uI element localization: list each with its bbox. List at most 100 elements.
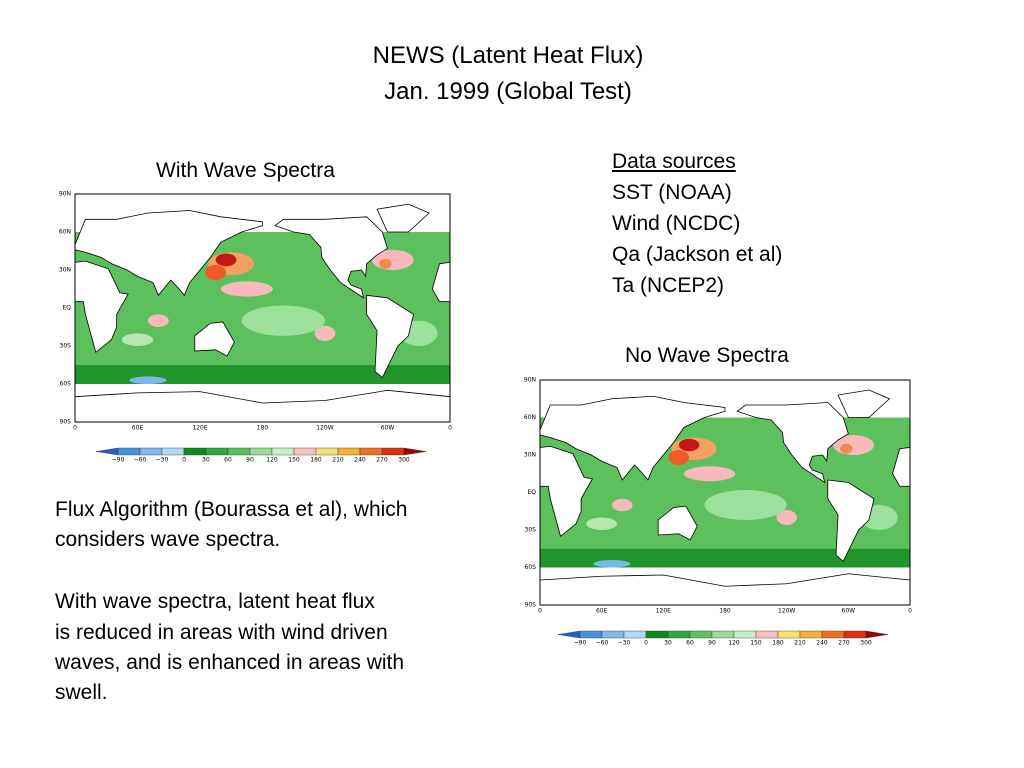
colorbar-label: −60 [596, 640, 609, 647]
flux-patch [586, 517, 618, 530]
flux-patch [147, 314, 169, 327]
colorbar-segment [117, 447, 141, 456]
landmass [194, 321, 235, 357]
colorbar-segment [579, 630, 603, 639]
colorbar-segment [623, 630, 647, 639]
description-line: considers wave spectra. [55, 528, 281, 551]
lon-label: 60W [842, 608, 856, 615]
flux-patch [129, 376, 167, 385]
colorbar-label: 240 [816, 640, 828, 647]
lat-label: 30N [524, 452, 536, 459]
landmass [837, 389, 891, 418]
colorbar-segment [843, 630, 867, 639]
colorbar-segment [139, 447, 163, 456]
colorbar-label: 270 [376, 457, 388, 464]
colorbar-segment [865, 630, 889, 639]
colorbar-label: 120 [266, 457, 278, 464]
colorbar-label: 0 [644, 640, 648, 647]
colorbar-segment [821, 630, 845, 639]
colorbar-segment [205, 447, 229, 456]
description-line: waves, and is enhanced in areas with [55, 651, 405, 674]
source-item: Qa (Jackson et al) [612, 243, 783, 266]
colorbar-segment [271, 447, 295, 456]
lat-label: EQ [62, 305, 71, 312]
landmass [827, 479, 875, 562]
flux-patch [776, 510, 797, 525]
landmass [274, 216, 388, 299]
colorbar-segment [799, 630, 823, 639]
flux-patch [683, 466, 736, 482]
lat-label: EQ [527, 489, 536, 496]
flux-patch [205, 264, 227, 281]
lon-label: 0 [73, 425, 77, 432]
colorbar-segment [315, 447, 339, 456]
colorbar-segment [337, 447, 361, 456]
map-label: With Wave Spectra [156, 159, 335, 182]
colorbar-label: −30 [618, 640, 631, 647]
description-line: is reduced in areas with wind driven [55, 621, 388, 644]
landmass [376, 203, 430, 233]
lat-label: 30N [59, 267, 71, 274]
ocean-band [540, 548, 910, 568]
lat-label: 60N [59, 229, 71, 236]
colorbar-segment [645, 630, 669, 639]
colorbar-segment [381, 447, 405, 456]
title-line: NEWS (Latent Heat Flux) [372, 42, 644, 69]
colorbar-label: −60 [134, 457, 147, 464]
landmass [366, 294, 414, 379]
flux-patch [241, 305, 325, 336]
lat-label: 30S [60, 343, 72, 350]
sources-heading: Data sources [612, 150, 736, 173]
colorbar-label: 300 [860, 640, 872, 647]
colorbar-segment [227, 447, 251, 456]
lat-label: 90N [59, 191, 71, 198]
description-line: swell. [55, 681, 108, 704]
colorbar-label: 0 [182, 457, 186, 464]
flux-patch [220, 281, 273, 297]
colorbar-segment [667, 630, 691, 639]
colorbar-label: −90 [112, 457, 125, 464]
landmass [736, 402, 849, 484]
description-line: With wave spectra, latent heat flux [55, 590, 375, 613]
lat-label: 90S [60, 419, 72, 426]
flux-patch [678, 438, 700, 452]
colorbar-label: 150 [288, 457, 300, 464]
colorbar-label: 150 [750, 640, 762, 647]
colorbar-segment [403, 447, 427, 456]
lon-label: 0 [538, 608, 542, 615]
colorbar-segment [711, 630, 735, 639]
colorbar-label: −90 [574, 640, 587, 647]
flux-patch [611, 498, 633, 512]
lon-label: 120W [778, 608, 795, 615]
lon-label: 60E [132, 425, 144, 432]
colorbar-label: 270 [838, 640, 850, 647]
colorbar-segment [183, 447, 207, 456]
colorbar-segment [601, 630, 625, 639]
map-label: No Wave Spectra [625, 344, 789, 367]
flux-patch [668, 450, 690, 465]
lon-label: 120W [316, 425, 333, 432]
ocean-band [75, 365, 450, 384]
lat-label: 60S [525, 564, 537, 571]
lat-label: 60N [524, 414, 536, 421]
colorbar-label: 60 [686, 640, 694, 647]
colorbar-segment [755, 630, 779, 639]
flux-patch [704, 490, 787, 520]
colorbar-segment [777, 630, 801, 639]
description-line: Flux Algorithm (Bourassa et al), which [55, 498, 408, 521]
landmass [74, 260, 129, 354]
landmass [539, 445, 594, 537]
colorbar-label: −30 [156, 457, 169, 464]
lat-label: 90N [524, 377, 536, 384]
source-item: Wind (NCDC) [612, 212, 741, 235]
colorbar-label: 210 [332, 457, 344, 464]
title-line: Jan. 1999 (Global Test) [384, 78, 632, 105]
lat-label: 30S [525, 527, 537, 534]
colorbar-label: 180 [772, 640, 784, 647]
colorbar-segment [249, 447, 273, 456]
colorbar-label: 60 [224, 457, 232, 464]
colorbar-segment [733, 630, 757, 639]
colorbar-segment [293, 447, 317, 456]
colorbar-segment [161, 447, 185, 456]
